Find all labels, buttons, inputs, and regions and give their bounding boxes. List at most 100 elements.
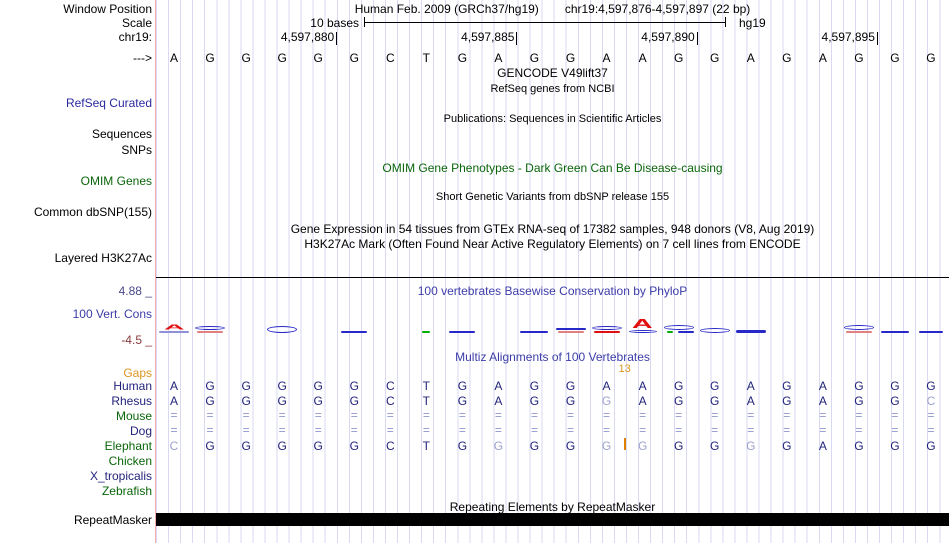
unalignable-marker: = [819, 408, 827, 422]
conservation-glyph-shape [845, 331, 872, 333]
conservation-glyph-shape [843, 325, 874, 330]
aligned-base: G [710, 394, 720, 408]
unalignable-marker: = [567, 408, 575, 422]
conservation-glyph [843, 331, 875, 333]
unalignable-marker: = [386, 423, 394, 437]
conservation-glyph-shape [880, 331, 909, 333]
conservation-glyph-shape [449, 331, 476, 333]
unalignable-marker: = [567, 423, 575, 437]
unalignable-marker: = [639, 408, 647, 422]
dbsnp-track-title: Short Genetic Variants from dbSNP releas… [435, 191, 670, 203]
conservation-glyph [266, 326, 298, 333]
aligned-base: G [854, 439, 864, 453]
conservation-glyph [735, 330, 767, 333]
aligned-base: A [494, 394, 503, 408]
conservation-min-score: -4.5 _ [121, 333, 152, 347]
unalignable-marker: = [170, 408, 178, 422]
species-label-elephant[interactable]: Elephant [104, 439, 152, 453]
aligned-base: G [673, 379, 684, 393]
aligned-base: A [818, 439, 827, 453]
unalignable-marker: = [530, 423, 538, 437]
aligned-base: G [565, 394, 576, 408]
species-label-rhesus[interactable]: Rhesus [111, 394, 152, 408]
aligned-base: G [565, 439, 576, 453]
reference-base: A [602, 51, 611, 65]
conservation-glyph-shape [677, 331, 694, 333]
unalignable-marker: = [350, 423, 358, 437]
window-position-value: Human Feb. 2009 (GRCh37/hg19) chr19:4,597… [156, 2, 949, 16]
aligned-base: G [529, 439, 540, 453]
conservation-glyph-shape [735, 330, 766, 333]
unalignable-marker: = [855, 408, 863, 422]
aligned-base: A [818, 394, 827, 408]
species-label-human[interactable]: Human [113, 379, 152, 393]
aligned-base: A [170, 379, 179, 393]
aligned-base: G [529, 379, 540, 393]
track-label-100-vert-cons[interactable]: 100 Vert. Cons [72, 307, 152, 321]
track-label-omim-genes[interactable]: OMIM Genes [80, 174, 152, 188]
scale-bar-right-tick [725, 17, 726, 27]
repeatmasker-feature-bar[interactable] [156, 513, 949, 526]
aligned-base: G [673, 439, 684, 453]
track-label-layered-h3k27ac[interactable]: Layered H3K27Ac [54, 251, 152, 265]
aligned-base: G [926, 379, 936, 393]
grid-guidelines [156, 0, 949, 543]
track-label-sequences[interactable]: Sequences [91, 127, 152, 141]
conservation-glyph-shape [555, 328, 586, 330]
unalignable-marker: = [350, 408, 358, 422]
unalignable-marker: = [747, 408, 755, 422]
conservation-glyph [670, 331, 702, 333]
unalignable-marker: = [242, 423, 250, 437]
track-label-snps[interactable]: SNPs [121, 143, 152, 157]
conservation-glyph-shape [195, 326, 226, 330]
unalignable-marker: = [927, 408, 935, 422]
conservation-glyph [654, 331, 686, 333]
conservation-glyph [410, 331, 442, 333]
ruler-tick [336, 32, 338, 45]
aligned-base: G [205, 394, 215, 408]
gap-insert-count: 13 [618, 363, 631, 375]
conservation-glyph [591, 331, 623, 333]
species-label-chicken[interactable]: Chicken [108, 454, 152, 468]
track-label-refseq-curated[interactable]: RefSeq Curated [65, 96, 152, 110]
reference-base: G [277, 51, 287, 65]
species-label-x-tropicalis[interactable]: X_tropicalis [89, 469, 152, 483]
aligned-base: A [746, 394, 755, 408]
conservation-glyph [555, 331, 587, 333]
species-label-zebrafish[interactable]: Zebrafish [101, 484, 152, 498]
reference-base: G [710, 51, 720, 65]
aligned-base: G [782, 439, 792, 453]
reference-base: G [205, 51, 215, 65]
aligned-base: A [602, 379, 611, 393]
species-label-mouse[interactable]: Mouse [115, 409, 152, 423]
species-label-gaps[interactable]: Gaps [123, 366, 152, 380]
species-label-dog[interactable]: Dog [129, 424, 152, 438]
track-label-common-dbsnp[interactable]: Common dbSNP(155) [33, 205, 152, 219]
unalignable-marker: = [278, 423, 286, 437]
aligned-base: G [782, 394, 792, 408]
ruler-tick-label: 4,597,895 [821, 30, 875, 44]
track-label-repeatmasker[interactable]: RepeatMasker [73, 513, 152, 527]
aligned-base: C [385, 439, 395, 453]
aligned-base: G [241, 379, 251, 393]
conservation-glyph: A [627, 317, 659, 330]
assembly-tag: hg19 [739, 16, 766, 30]
repeatmasker-track-title: Repeating Elements by RepeatMasker [449, 500, 656, 514]
unalignable-marker: = [242, 408, 250, 422]
reference-base: A [746, 51, 755, 65]
unalignable-marker: = [711, 408, 719, 422]
unalignable-marker: = [386, 408, 394, 422]
aligned-base: G [890, 439, 900, 453]
unalignable-marker: = [422, 408, 430, 422]
unalignable-marker: = [314, 423, 322, 437]
conservation-glyph [338, 331, 370, 333]
scale-bar [364, 22, 725, 23]
reference-base: C [385, 51, 395, 65]
aligned-base: G [277, 394, 287, 408]
aligned-base: G [854, 379, 864, 393]
aligned-base: G [890, 379, 900, 393]
aligned-base: G [601, 439, 612, 453]
aligned-base: G [746, 439, 756, 453]
aligned-base: G [313, 394, 323, 408]
